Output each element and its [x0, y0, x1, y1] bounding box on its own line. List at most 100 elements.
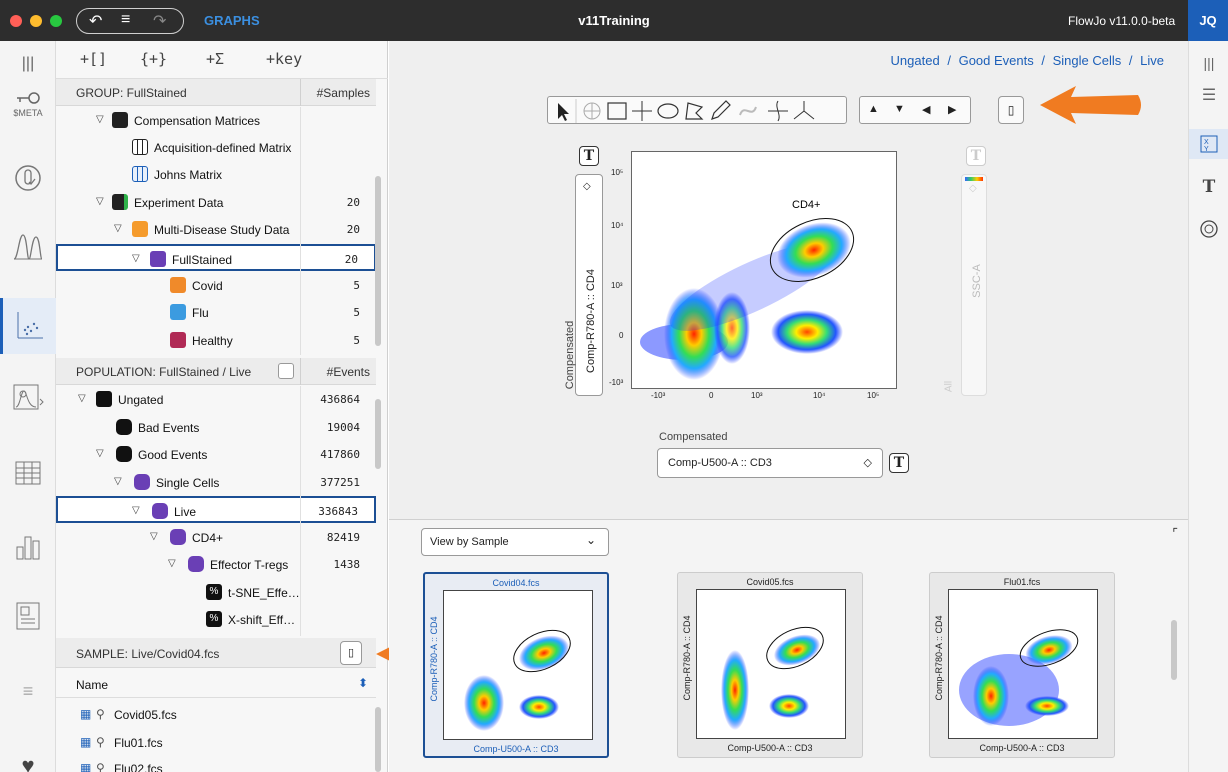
quadrant-tool-icon[interactable]: [632, 101, 652, 121]
left-arrow-button[interactable]: ◀: [922, 104, 931, 116]
thumbnail-covid05[interactable]: Covid05.fcs Comp-R780-A :: CD4 Comp-U500…: [677, 572, 863, 758]
group-row[interactable]: ▽ Compensation Matrices: [96, 112, 261, 128]
sample-row[interactable]: ▦ ⚲ Flu01.fcs: [80, 735, 163, 750]
pencil-tool-icon[interactable]: [711, 100, 731, 120]
add-plugin-icon[interactable]: +key: [266, 50, 303, 68]
sliders-icon[interactable]: ☰: [1201, 87, 1217, 104]
group-row[interactable]: ▽ Experiment Data 20: [96, 194, 360, 210]
breadcrumb-live[interactable]: Live: [1140, 53, 1164, 68]
expand-icon[interactable]: ⌜: [1172, 526, 1178, 540]
population-row[interactable]: % X-shift_Eff…: [56, 606, 376, 633]
thumbnail-flu01[interactable]: Flu01.fcs Comp-R780-A :: CD4 Comp-U500-A…: [929, 572, 1115, 758]
stack-icon[interactable]: ≡: [22, 681, 34, 701]
right-arrow-button[interactable]: ▶: [948, 104, 957, 116]
up-arrow-button[interactable]: ▲: [868, 103, 879, 115]
curly-quad-icon[interactable]: [768, 100, 788, 122]
graphs-tab[interactable]: GRAPHS: [204, 13, 260, 28]
population-scrollbar[interactable]: [375, 399, 381, 469]
zoom-window-button[interactable]: [50, 15, 62, 27]
spline-tool-icon[interactable]: [739, 106, 757, 116]
breadcrumb-single-cells[interactable]: Single Cells: [1052, 53, 1122, 68]
overlay-target-icon[interactable]: [1189, 219, 1228, 242]
expand-triangle-icon[interactable]: ▽: [132, 253, 140, 264]
events-column-header[interactable]: #Events: [326, 365, 370, 379]
group-row[interactable]: ▽ Multi-Disease Study Data 20: [114, 221, 360, 237]
ellipse-tool-icon[interactable]: [657, 103, 679, 119]
dot-plot[interactable]: CD4+: [631, 151, 897, 389]
spider-tool-icon[interactable]: [793, 101, 815, 120]
group-row[interactable]: Healthy 5: [56, 327, 376, 354]
polygon-tool-icon[interactable]: [685, 102, 704, 120]
redo-icon[interactable]: ↷: [153, 13, 167, 30]
population-row[interactable]: ▽ Good Events 417860: [96, 446, 360, 462]
expand-triangle-icon[interactable]: ▽: [132, 505, 140, 516]
sample-column-header[interactable]: Name ⬍: [56, 671, 376, 698]
list-icon[interactable]: ≡: [121, 11, 131, 28]
group-row[interactable]: Acquisition-defined Matrix: [56, 134, 376, 161]
group-row[interactable]: Johns Matrix: [56, 161, 376, 188]
thumbnail-covid04[interactable]: Covid04.fcs Comp-R780-A :: CD4 Comp-U500…: [423, 572, 609, 758]
add-keyword-icon[interactable]: {+}: [140, 50, 168, 68]
histogram-overlay-icon[interactable]: [0, 231, 56, 264]
population-row[interactable]: % t-SNE_Effe…: [56, 579, 376, 606]
z-parameter-selector[interactable]: ◇ SSC-A: [961, 174, 987, 396]
add-statistic-icon[interactable]: +Σ: [206, 50, 225, 68]
population-row[interactable]: Bad Events 19004: [56, 414, 376, 441]
eye-toggle-icon[interactable]: [278, 363, 294, 379]
gallery-scrollbar[interactable]: [1171, 620, 1177, 680]
layout-editor-icon[interactable]: [0, 601, 56, 634]
table-editor-icon[interactable]: [0, 460, 56, 489]
population-row[interactable]: ▽ CD4+ 82419: [150, 529, 360, 545]
population-row-selected[interactable]: ▽ Live 336843: [56, 496, 376, 523]
z-text-button[interactable]: T: [966, 146, 986, 166]
view-by-select[interactable]: View by Sample ⌄: [421, 528, 609, 556]
sample-row[interactable]: ▦ ⚲ Flu02.fcs: [56, 755, 376, 772]
text-icon[interactable]: T: [1202, 177, 1216, 197]
group-row[interactable]: Covid 5: [56, 272, 376, 299]
sample-row[interactable]: ▦ ⚲ Covid05.fcs: [80, 707, 177, 722]
group-scrollbar[interactable]: [375, 176, 381, 346]
sample-scrollbar[interactable]: [375, 707, 381, 772]
breadcrumb-ungated[interactable]: Ungated: [890, 53, 940, 68]
population-row[interactable]: ▽ Effector T-regs 1438: [168, 556, 360, 572]
quad-target-icon[interactable]: [583, 102, 601, 120]
expand-triangle-icon[interactable]: ▽: [150, 531, 158, 542]
tube-button[interactable]: ▯: [340, 641, 362, 665]
samples-column-header[interactable]: #Samples: [316, 86, 370, 100]
meta-key-icon[interactable]: $META: [0, 91, 56, 125]
minimize-window-button[interactable]: [30, 15, 42, 27]
group-row[interactable]: Flu 5: [56, 299, 376, 326]
y-parameter-selector[interactable]: ◇ Comp-R780-A :: CD4: [575, 174, 603, 396]
rectangle-tool-icon[interactable]: [607, 102, 627, 120]
expand-triangle-icon[interactable]: ▽: [168, 558, 176, 569]
expand-triangle-icon[interactable]: ▽: [96, 196, 104, 207]
group-row-selected[interactable]: ▽ FullStained 20: [56, 244, 376, 271]
user-avatar[interactable]: JQ: [1188, 0, 1228, 41]
graph-window-icon[interactable]: [0, 298, 56, 354]
heart-icon[interactable]: ♥: [21, 753, 35, 772]
tube-check-icon[interactable]: [0, 163, 56, 196]
tube-button[interactable]: ▯: [998, 96, 1024, 124]
population-row[interactable]: ▽ Ungated 436864: [78, 391, 360, 407]
close-window-button[interactable]: [10, 15, 22, 27]
panels-icon[interactable]: |||: [1203, 55, 1215, 71]
panels-icon[interactable]: |||: [21, 55, 35, 72]
expand-triangle-icon[interactable]: ▽: [114, 223, 122, 234]
expand-triangle-icon[interactable]: ▽: [114, 476, 122, 487]
histogram-layout-icon[interactable]: [0, 383, 56, 416]
bar-chart-icon[interactable]: [0, 531, 56, 564]
breadcrumb-good-events[interactable]: Good Events: [958, 53, 1034, 68]
down-arrow-button[interactable]: ▼: [894, 103, 905, 115]
add-sample-icon[interactable]: +[]: [80, 50, 108, 68]
gate-label[interactable]: CD4+: [792, 199, 820, 211]
pointer-tool-icon[interactable]: [558, 103, 569, 121]
expand-triangle-icon[interactable]: ▽: [96, 448, 104, 459]
undo-icon[interactable]: ↶: [89, 13, 103, 30]
expand-triangle-icon[interactable]: ▽: [96, 114, 104, 125]
population-row[interactable]: ▽ Single Cells 377251: [114, 474, 360, 490]
x-parameter-selector[interactable]: Comp-U500-A :: CD3 ◇: [657, 448, 883, 478]
y-text-button[interactable]: T: [579, 146, 599, 166]
x-text-button[interactable]: T: [889, 453, 909, 473]
sort-icon[interactable]: ⬍: [357, 676, 368, 690]
